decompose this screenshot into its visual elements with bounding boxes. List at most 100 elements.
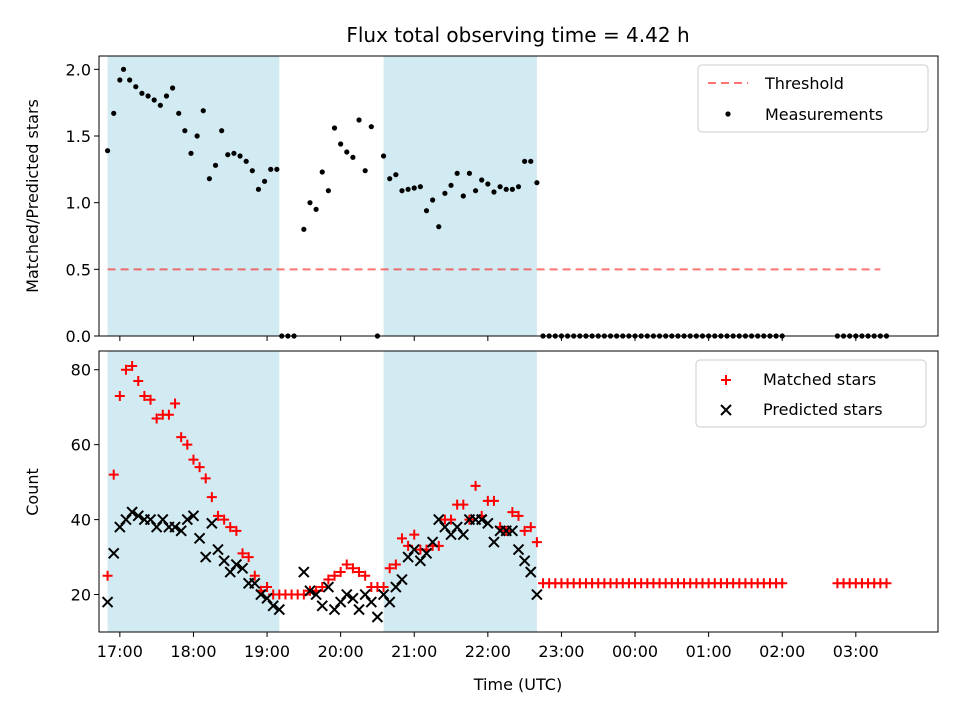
measurement-point bbox=[515, 184, 522, 190]
matched-stars-point bbox=[127, 360, 138, 371]
predicted-stars-point bbox=[101, 596, 114, 608]
bottom-x-tick-label: 02:00 bbox=[759, 642, 805, 661]
legend-measurements-label: Measurements bbox=[765, 105, 883, 124]
measurement-point bbox=[448, 182, 454, 188]
x-axis-label: Time (UTC) bbox=[473, 675, 562, 694]
bottom-y-tick-label: 40 bbox=[71, 511, 91, 530]
measurement-point bbox=[188, 150, 194, 156]
matched-stars-point bbox=[188, 454, 199, 465]
measurement-point bbox=[356, 117, 362, 123]
bottom-y-tick-label: 60 bbox=[71, 436, 91, 455]
measurement-point bbox=[331, 125, 338, 131]
measurement-point bbox=[399, 188, 405, 194]
predicted-stars-point bbox=[200, 551, 212, 563]
predicted-stars-point bbox=[506, 525, 519, 537]
measurement-point bbox=[145, 93, 151, 99]
matched-stars-point bbox=[139, 390, 150, 401]
measurement-point bbox=[169, 85, 176, 91]
measurement-point bbox=[503, 186, 509, 192]
top-shaded-interval bbox=[383, 56, 537, 336]
matched-stars-point bbox=[390, 559, 401, 570]
matched-stars-point bbox=[133, 375, 144, 386]
measurement-point bbox=[104, 148, 111, 154]
matched-stars-point bbox=[525, 522, 536, 533]
predicted-stars-point bbox=[187, 510, 200, 522]
bottom-y-tick-label: 20 bbox=[71, 586, 91, 605]
bottom-legend: Matched stars Predicted stars bbox=[695, 359, 927, 428]
measurement-point bbox=[313, 206, 319, 212]
measurement-point bbox=[534, 180, 540, 186]
matched-stars-point bbox=[777, 578, 788, 589]
measurement-point bbox=[411, 185, 417, 191]
measurement-point bbox=[393, 172, 399, 178]
measurement-point bbox=[454, 170, 460, 176]
matched-stars-point bbox=[114, 390, 125, 401]
measurement-point bbox=[460, 193, 466, 199]
matched-stars-point bbox=[317, 582, 328, 593]
predicted-stars-point bbox=[322, 581, 335, 593]
predicted-stars-point bbox=[218, 555, 230, 567]
measurement-point bbox=[212, 162, 219, 168]
measurement-point bbox=[362, 168, 368, 174]
measurement-point bbox=[249, 168, 255, 174]
matched-stars-point bbox=[170, 398, 181, 409]
measurement-point bbox=[466, 170, 473, 176]
measurement-point bbox=[423, 208, 430, 214]
top-legend-frame bbox=[697, 64, 929, 133]
predicted-stars-point bbox=[249, 577, 261, 590]
measurement-point bbox=[120, 66, 127, 72]
measurement-point bbox=[111, 110, 117, 116]
matched-stars-point bbox=[531, 537, 542, 548]
measurement-point bbox=[117, 77, 123, 83]
measurement-point bbox=[528, 158, 534, 164]
predicted-stars-point bbox=[457, 528, 470, 541]
measurement-point bbox=[127, 77, 133, 83]
matched-stars-point bbox=[243, 552, 254, 563]
bottom-x-tick-label: 22:00 bbox=[465, 642, 511, 661]
matched-stars-point bbox=[237, 548, 248, 559]
predicted-stars-point bbox=[518, 555, 531, 567]
measurement-point bbox=[325, 188, 331, 194]
measurement-point bbox=[219, 128, 225, 134]
measurement-point bbox=[225, 152, 231, 158]
measurement-point bbox=[176, 110, 182, 116]
matched-stars-point bbox=[231, 525, 242, 536]
measurement-point bbox=[206, 176, 212, 182]
predicted-stars-point bbox=[193, 532, 206, 545]
measurement-point bbox=[338, 141, 344, 147]
measurement-point bbox=[417, 184, 423, 190]
measurement-point bbox=[237, 153, 243, 159]
matched-stars-point bbox=[329, 570, 340, 581]
matched-stars-point bbox=[458, 499, 469, 510]
measurement-point bbox=[491, 189, 497, 195]
predicted-stars-point bbox=[267, 600, 279, 612]
predicted-stars-point bbox=[126, 506, 138, 518]
top-y-tick-label: 0.5 bbox=[66, 260, 91, 279]
predicted-stars-point bbox=[108, 547, 120, 560]
top-legend: Threshold Measurements bbox=[697, 64, 929, 133]
matched-stars-point bbox=[151, 413, 162, 424]
measurement-point bbox=[350, 154, 356, 160]
matched-stars-point bbox=[219, 514, 230, 525]
predicted-stars-point bbox=[383, 596, 396, 608]
matched-stars-point bbox=[519, 525, 530, 536]
measurement-point bbox=[182, 128, 188, 134]
top-y-tick-label: 1.5 bbox=[66, 127, 91, 146]
predicted-stars-point bbox=[347, 592, 359, 604]
predicted-stars-point bbox=[206, 517, 218, 530]
matched-stars-point bbox=[206, 492, 217, 503]
legend-threshold-label: Threshold bbox=[764, 74, 844, 93]
bottom-shaded-interval bbox=[383, 351, 537, 632]
matched-stars-point bbox=[488, 495, 499, 506]
matched-stars-point bbox=[360, 570, 371, 581]
bottom-y-axis-label: Count bbox=[23, 468, 42, 516]
matched-stars-point bbox=[176, 432, 187, 443]
predicted-stars-point bbox=[420, 547, 433, 560]
matched-stars-point bbox=[194, 462, 205, 473]
matched-stars-point bbox=[341, 559, 352, 570]
matched-stars-point bbox=[507, 507, 518, 518]
measurement-point bbox=[436, 224, 442, 230]
matched-stars-point bbox=[354, 567, 365, 578]
measurement-point bbox=[151, 97, 157, 103]
predicted-stars-point bbox=[255, 588, 267, 601]
